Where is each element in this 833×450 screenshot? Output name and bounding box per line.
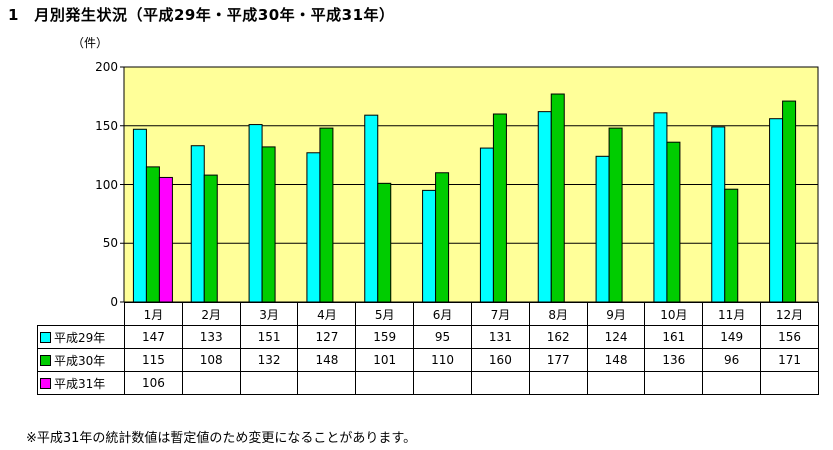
bar-1-5: [364, 114, 379, 303]
bar-1-2: [190, 145, 205, 303]
x-tick-label: 11月: [702, 302, 762, 326]
data-label: 177: [528, 348, 588, 372]
data-label: 131: [470, 325, 530, 349]
footnote: ※平成31年の統計数値は暫定値のため変更になることがあります。: [26, 431, 417, 446]
x-tick-label: 9月: [586, 302, 646, 326]
bar-2-2: [203, 174, 218, 303]
data-label: 95: [413, 325, 472, 349]
data-label: [586, 371, 646, 395]
table-row: 平成30年 115 108 132 148 101 110 160 177 148 136 96 171: [37, 348, 819, 372]
x-tick-label: 3月: [239, 302, 299, 326]
bar-1-10: [653, 112, 668, 303]
data-label: 160: [470, 348, 530, 372]
data-label: 115: [124, 348, 183, 372]
bar-1-4: [306, 152, 321, 303]
data-label: 171: [760, 348, 819, 372]
data-label: 110: [413, 348, 472, 372]
bar-chart: [120, 66, 819, 303]
bar-2-9: [608, 127, 623, 303]
y-tick-label: 0: [110, 295, 118, 309]
bar-1-1: [132, 128, 147, 303]
data-label: 149: [702, 325, 762, 349]
bar-2-3: [261, 146, 276, 303]
data-label: [297, 371, 357, 395]
bar-2-1: [145, 166, 160, 303]
data-label: [760, 371, 819, 395]
bar-2-10: [666, 141, 681, 303]
x-tick-label: 1月: [124, 302, 183, 326]
data-label: 101: [355, 348, 415, 372]
x-tick-label: 10月: [644, 302, 704, 326]
bar-2-11: [724, 188, 739, 303]
data-label: 124: [586, 325, 646, 349]
legend-label: 平成29年: [54, 330, 106, 345]
y-tick-label: 100: [95, 177, 118, 192]
data-table: 1月 2月 3月 4月 5月 6月 7月 8月 9月 10月 11月 12月 平成29年 147 133 15…: [37, 302, 819, 395]
bar-1-3: [248, 124, 263, 303]
bar-1-6: [422, 189, 437, 303]
legend-swatch: [40, 331, 51, 343]
x-tick-label: 4月: [297, 302, 357, 326]
x-tick-label: 5月: [355, 302, 415, 326]
x-tick-label: 7月: [470, 302, 530, 326]
x-tick-label: 2月: [181, 302, 241, 326]
data-label: 108: [181, 348, 241, 372]
data-label: 96: [702, 348, 762, 372]
bar-2-12: [782, 100, 797, 303]
data-label: 148: [297, 348, 357, 372]
data-label: 133: [181, 325, 241, 349]
data-label: [181, 371, 241, 395]
legend-entry: 平成31年: [37, 371, 125, 395]
y-tick-label: 50: [102, 236, 118, 251]
legend-swatch: [40, 354, 51, 366]
data-label: 106: [124, 371, 183, 395]
legend-entry: 平成29年: [37, 325, 125, 349]
bar-1-11: [711, 126, 726, 303]
bar-2-5: [377, 182, 392, 303]
bar-1-7: [479, 147, 494, 303]
bar-1-9: [595, 155, 610, 303]
table-row: 平成31年 106: [37, 371, 819, 395]
data-label: 161: [644, 325, 704, 349]
bar-2-6: [435, 172, 450, 303]
bar-2-8: [550, 93, 565, 303]
y-tick-label: 200: [95, 60, 118, 74]
bar-2-7: [492, 113, 507, 303]
data-label: 156: [760, 325, 819, 349]
legend-swatch: [40, 377, 51, 389]
data-label: [702, 371, 762, 395]
x-tick-label: 12月: [760, 302, 819, 326]
data-label: 148: [586, 348, 646, 372]
data-label: 136: [644, 348, 704, 372]
bar-2-4: [319, 127, 334, 303]
legend-label: 平成30年: [54, 353, 106, 368]
table-row: 平成29年 147 133 151 127 159 95 131 162 124 161 149 156: [37, 325, 819, 349]
legend-label: 平成31年: [54, 376, 106, 391]
data-label: [528, 371, 588, 395]
data-label: [470, 371, 530, 395]
data-label: [239, 371, 299, 395]
data-label: [355, 371, 415, 395]
data-label: 151: [239, 325, 299, 349]
data-label: [413, 371, 472, 395]
data-label: 147: [124, 325, 183, 349]
legend-entry: 平成30年: [37, 348, 125, 372]
bar-1-8: [537, 111, 552, 303]
data-label: [644, 371, 704, 395]
y-axis-unit: （件）: [72, 36, 109, 50]
page-title: 1 月別発生状況（平成29年・平成30年・平成31年）: [8, 6, 395, 24]
data-label: 162: [528, 325, 588, 349]
x-tick-label: 8月: [528, 302, 588, 326]
y-tick-label: 150: [95, 118, 118, 133]
bar-3-1: [158, 176, 173, 303]
data-label: 127: [297, 325, 357, 349]
table-corner: [37, 302, 125, 326]
x-tick-label: 6月: [413, 302, 472, 326]
data-label: 159: [355, 325, 415, 349]
data-label: 132: [239, 348, 299, 372]
bar-1-12: [769, 118, 784, 303]
